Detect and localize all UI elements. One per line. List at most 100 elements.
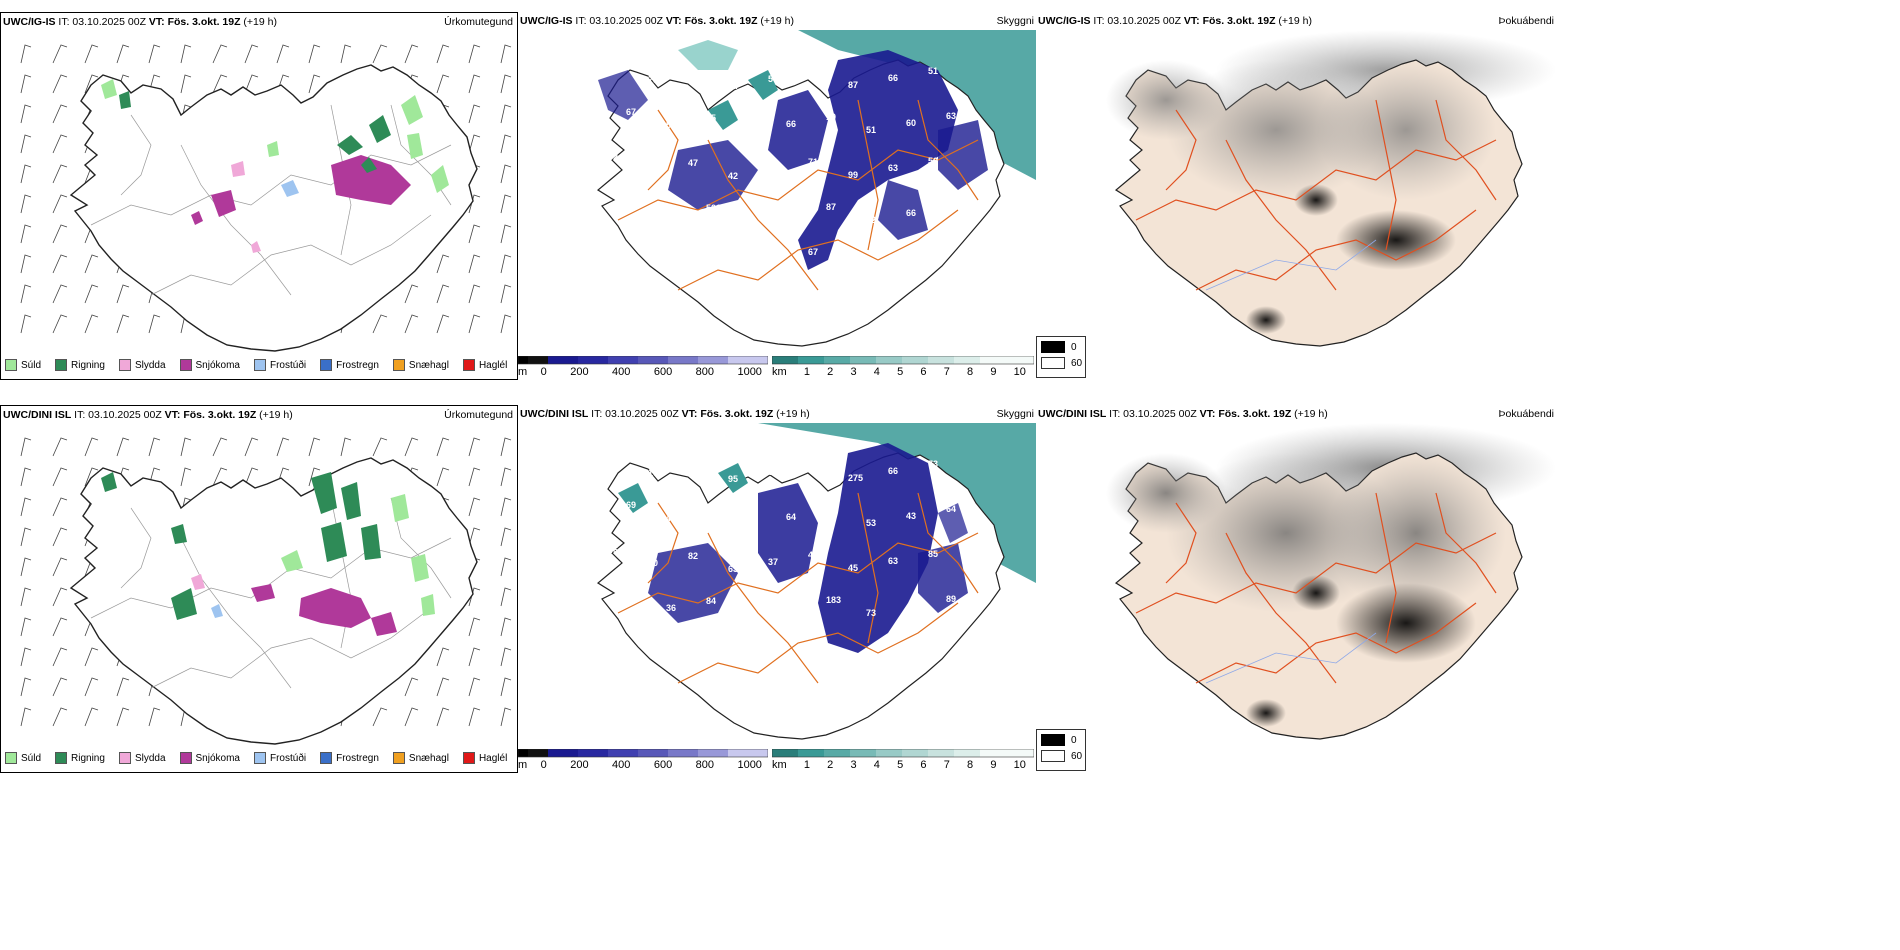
vis-tick: 9: [990, 759, 997, 771]
wind-barb: [468, 284, 481, 304]
wind-barb: [116, 437, 130, 457]
ceiling-value-label: 46: [808, 550, 818, 560]
fog-swatch-light: [1041, 357, 1065, 369]
precip-legend: Súld Rigning Slydda Snjókoma Frostúði Fr…: [5, 752, 507, 764]
ceiling-value-label: 80: [666, 300, 676, 310]
wind-barb: [500, 194, 512, 214]
wind-barb: [52, 194, 68, 214]
wind-barb: [52, 527, 68, 547]
wind-barb: [20, 707, 32, 727]
ceiling-value-label: 158: [928, 639, 943, 649]
wind-barb: [148, 44, 161, 64]
ceiling-value-label: 67: [808, 247, 818, 257]
wind-barb: [52, 164, 68, 184]
wind-barb: [20, 437, 32, 457]
ceiling-value-label: 52: [608, 152, 618, 162]
wind-barb: [20, 467, 32, 487]
legend-item: Haglél: [462, 752, 507, 764]
legend-item: Rigning: [55, 752, 105, 764]
wind-barb: [404, 314, 419, 334]
wind-barb: [468, 74, 481, 94]
wind-barb: [340, 437, 352, 457]
wind-barb: [500, 74, 512, 94]
wind-barb: [308, 437, 321, 457]
ceiling-scale-bar: [518, 356, 768, 365]
wind-barb: [500, 707, 512, 727]
ceiling-value-label: 81: [728, 654, 738, 664]
ceiling-value-label: 102: [666, 210, 681, 220]
precip-legend: Súld Rigning Slydda Snjókoma Frostúði Fr…: [5, 359, 507, 371]
wind-barb: [20, 44, 32, 64]
ceiling-value-label: 100: [688, 248, 703, 258]
wind-barb: [52, 284, 68, 304]
ceiling-value-label: 66: [906, 208, 916, 218]
vis-tick: 8: [967, 366, 974, 378]
ceiling-value-label: 183: [826, 595, 841, 605]
ceiling-tick: 200: [570, 759, 589, 771]
wind-barb: [468, 104, 481, 124]
ceiling-value-label: 52: [866, 215, 876, 225]
ceiling-value-label: 87: [848, 80, 858, 90]
wind-barb: [116, 284, 130, 304]
cloud-map: 78 75 45 74 54 56 87 66 51 67 57 45 80 66 10 51 60 63 52 62…: [597, 30, 1036, 347]
ceiling-value-label: 42: [728, 171, 738, 181]
ceiling-value-label: 53: [866, 518, 876, 528]
ceiling-value-label: 99: [848, 170, 858, 180]
wind-barb: [20, 104, 32, 124]
cloud-map: 122 160 276 95 67 96 275 66 73 69 46 34 71 64 44 53 43 64…: [597, 423, 1036, 740]
ceiling-tick: 600: [653, 366, 673, 378]
wind-barb: [52, 254, 68, 274]
wind-barb: [500, 467, 512, 487]
ceiling-value-label: 71: [808, 157, 818, 167]
ceiling-value-label: 73: [866, 608, 876, 618]
vis-tick: 6: [920, 759, 927, 771]
wind-barb: [468, 467, 481, 487]
ceiling-value-label: 97: [808, 640, 818, 650]
precip-panel-row1: UWC/IG-IS IT: 03.10.2025 00Z VT: Fös. 3.…: [0, 12, 518, 380]
wind-barb: [436, 647, 450, 667]
ceiling-value-label: 87: [648, 648, 658, 658]
ceiling-value-label: 47: [688, 158, 698, 168]
wind-barb: [116, 314, 130, 334]
legend-item: Súld: [5, 359, 41, 371]
vis-tick: 8: [967, 759, 974, 771]
cloud-panel-row2: UWC/DINI ISL IT: 03.10.2025 00Z VT: Fös.…: [518, 405, 1036, 773]
wind-barb: [468, 647, 481, 667]
wind-barb: [212, 74, 228, 94]
wind-barb: [116, 707, 130, 727]
wind-barb: [468, 314, 481, 334]
ceiling-value-label: 62: [648, 255, 658, 265]
wind-barb: [276, 437, 290, 457]
wind-barb: [436, 284, 450, 304]
ceiling-value-label: 51: [928, 66, 938, 76]
panel-header: UWC/IG-IS IT: 03.10.2025 00Z VT: Fös. 3.…: [520, 15, 794, 27]
ceiling-value-label: 62: [648, 165, 658, 175]
wind-barb: [84, 437, 99, 457]
fog-legend-top: 0: [1071, 734, 1077, 746]
wind-barb: [500, 647, 512, 667]
wind-barb: [500, 164, 512, 184]
ceiling-scale: m 0 200 400 600 800 1000: [518, 356, 768, 378]
legend-item: Snjókoma: [179, 359, 240, 371]
wind-barb: [436, 254, 450, 274]
wind-barb: [500, 314, 512, 334]
wind-barb: [84, 707, 99, 727]
wind-barb: [468, 194, 481, 214]
wind-barb: [436, 314, 450, 334]
wind-barb: [52, 74, 68, 94]
wind-barb: [84, 467, 99, 487]
wind-barb: [500, 497, 512, 517]
wind-barb: [308, 44, 321, 64]
wind-barb: [20, 74, 32, 94]
ceiling-value-label: 34: [706, 506, 716, 516]
wind-barb: [20, 254, 32, 274]
wind-barb: [52, 134, 68, 154]
fog-map: [1106, 30, 1556, 347]
wind-barb: [436, 707, 450, 727]
wind-barb: [20, 587, 32, 607]
ceiling-value-label: 276: [688, 461, 703, 471]
wind-barb: [500, 254, 512, 274]
wind-barb: [20, 194, 32, 214]
ceiling-value-label: 87: [946, 201, 956, 211]
ceiling-value-label: 78: [608, 62, 618, 72]
